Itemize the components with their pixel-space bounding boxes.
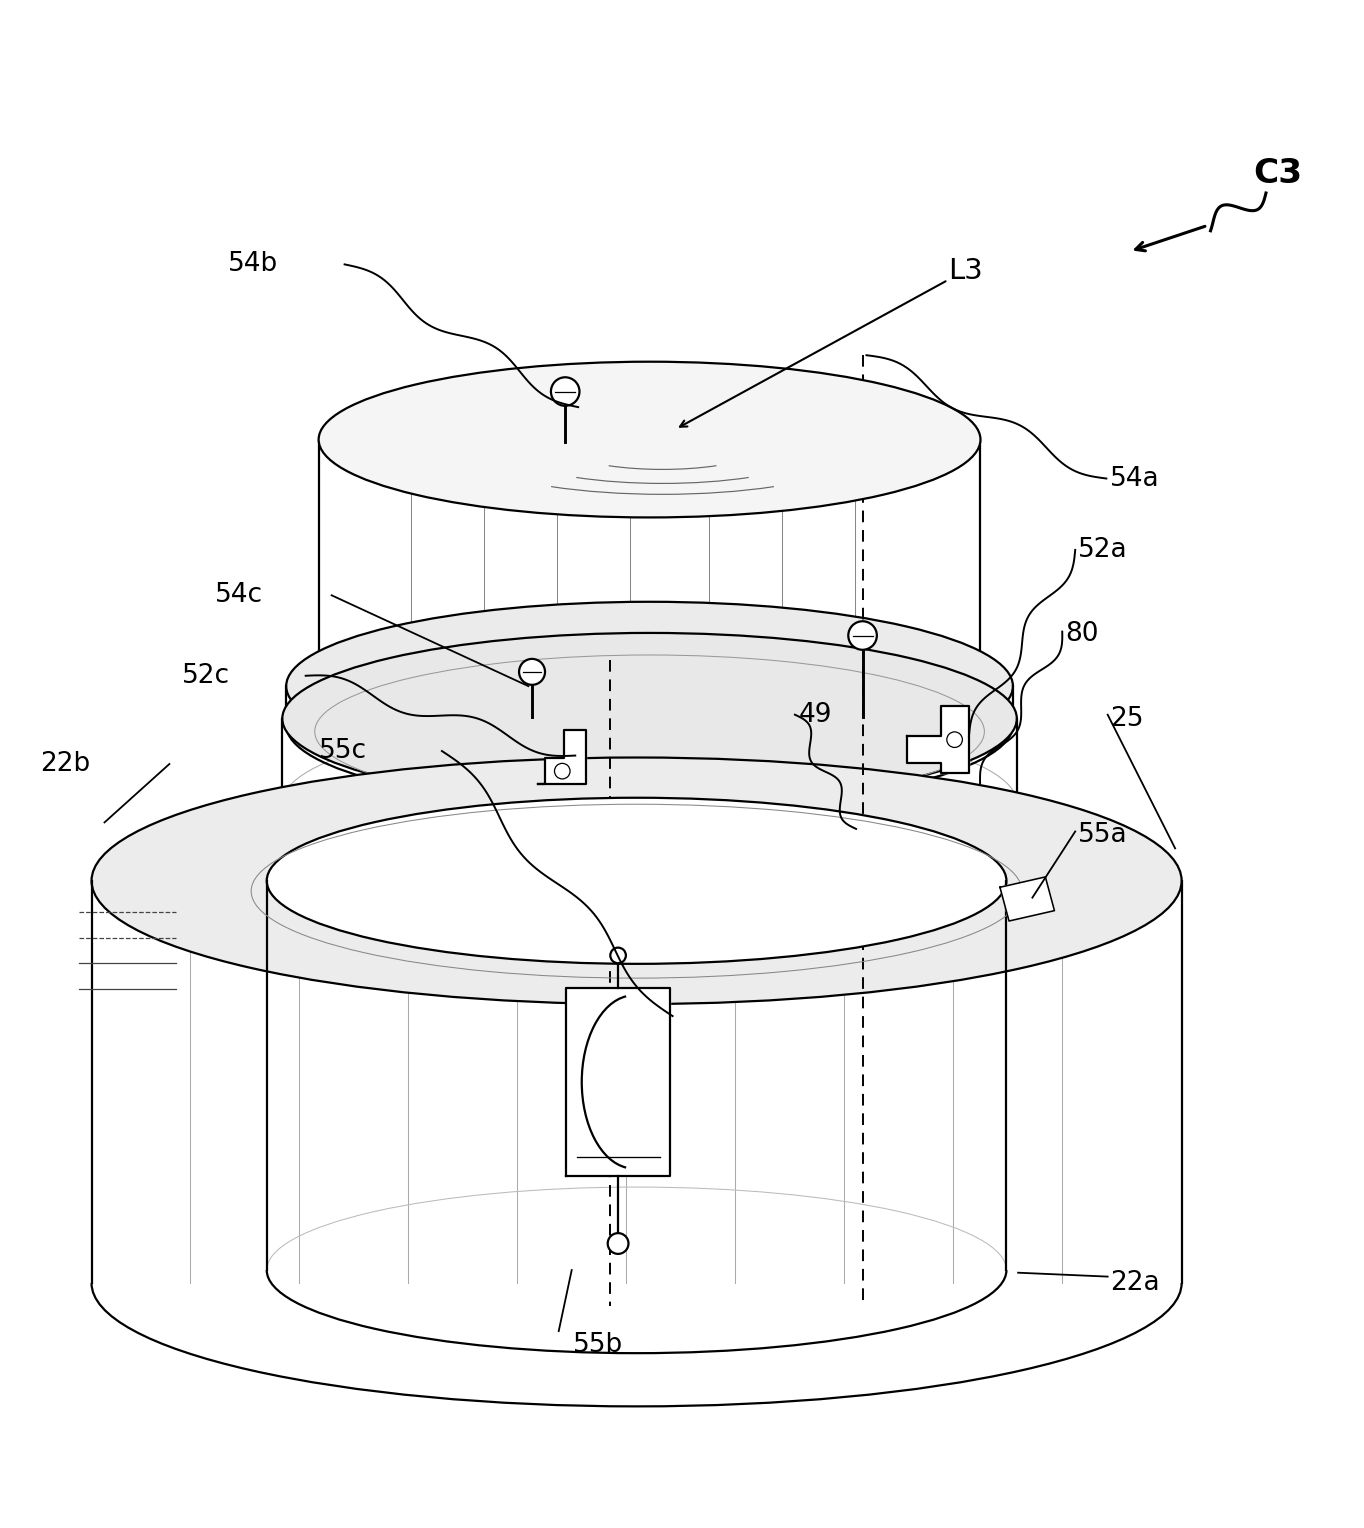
Ellipse shape bbox=[286, 602, 1013, 770]
Polygon shape bbox=[566, 989, 670, 1177]
Circle shape bbox=[947, 732, 963, 747]
Text: 55b: 55b bbox=[573, 1332, 623, 1358]
Ellipse shape bbox=[282, 633, 1016, 804]
Text: 55a: 55a bbox=[1078, 822, 1128, 848]
Polygon shape bbox=[537, 729, 585, 784]
Text: 54a: 54a bbox=[1110, 466, 1159, 492]
Ellipse shape bbox=[319, 362, 981, 518]
Text: C3: C3 bbox=[1254, 157, 1303, 189]
Text: 25: 25 bbox=[1110, 706, 1144, 732]
Text: 52a: 52a bbox=[1078, 536, 1128, 562]
Circle shape bbox=[848, 622, 877, 649]
Polygon shape bbox=[907, 706, 968, 773]
Text: 22a: 22a bbox=[1110, 1270, 1159, 1296]
Ellipse shape bbox=[91, 758, 1181, 1004]
Circle shape bbox=[610, 947, 626, 963]
Text: 49: 49 bbox=[799, 701, 832, 727]
Circle shape bbox=[520, 659, 546, 685]
Polygon shape bbox=[1000, 877, 1054, 921]
Text: L3: L3 bbox=[948, 257, 983, 284]
Text: 52c: 52c bbox=[183, 663, 231, 689]
Circle shape bbox=[551, 377, 580, 406]
Text: 54c: 54c bbox=[214, 582, 263, 608]
Ellipse shape bbox=[267, 798, 1007, 964]
Text: 55c: 55c bbox=[319, 738, 367, 764]
Text: 54b: 54b bbox=[228, 252, 278, 278]
Text: 80: 80 bbox=[1065, 622, 1098, 648]
Circle shape bbox=[555, 764, 570, 779]
Text: 22b: 22b bbox=[40, 750, 90, 778]
Circle shape bbox=[608, 1233, 629, 1254]
